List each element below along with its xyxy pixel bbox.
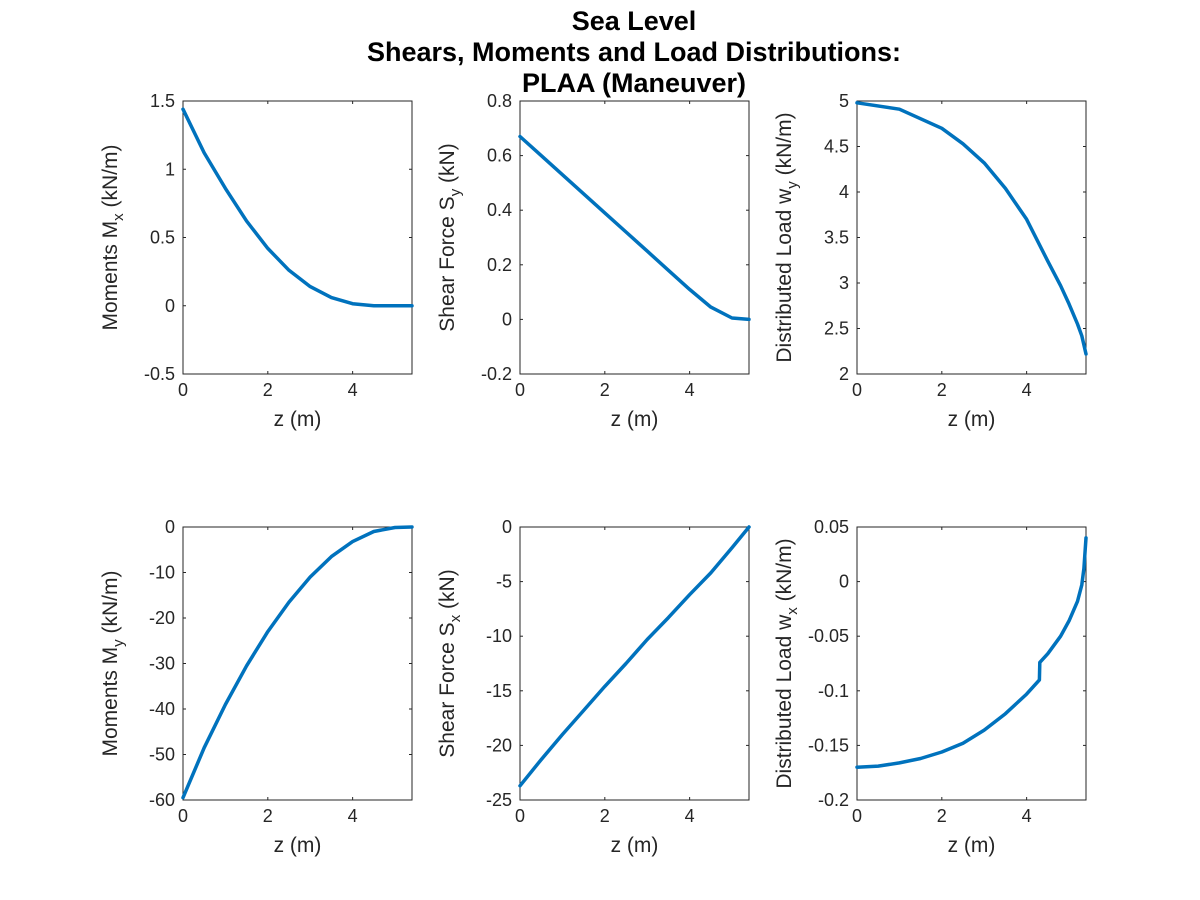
x-tick-label: 4 [348, 806, 358, 826]
y-tick-label: 0 [839, 572, 849, 592]
y-tick-label: -60 [149, 790, 175, 810]
subplot-4: 0 2 4 -60 -50 -40 -30 -20 -10 0 z (m) Moments My (k… [99, 517, 414, 857]
x-tick-label: 2 [937, 806, 947, 826]
y-tick-label: -25 [486, 790, 512, 810]
series-line [518, 525, 751, 788]
y-axis-label: Moments My (kN/m) [99, 570, 127, 756]
y-tick-label: -20 [486, 735, 512, 755]
y-tick-label: -0.05 [808, 626, 849, 646]
x-tick-label: 0 [515, 806, 525, 826]
y-tick-label: -15 [486, 681, 512, 701]
y-tick-label: 3.5 [824, 228, 849, 248]
y-axis-label: Distributed Load wx (kN/m) [773, 538, 801, 788]
y-tick-label: 0.05 [814, 517, 849, 537]
series-line [181, 107, 414, 308]
series-line [518, 134, 751, 322]
y-tick-label: 0 [502, 517, 512, 537]
y-tick-label: 0.5 [150, 228, 175, 248]
y-axis-label: Distributed Load wy (kN/m) [773, 112, 801, 362]
axes-box [519, 526, 750, 801]
y-tick-label: 1.5 [150, 91, 175, 111]
y-tick-label: 3 [839, 273, 849, 293]
x-axis-label: z (m) [948, 834, 996, 857]
x-tick-label: 4 [685, 380, 695, 400]
y-tick-label: -0.5 [144, 364, 175, 384]
y-tick-label: -10 [486, 626, 512, 646]
y-tick-label: -0.2 [481, 364, 512, 384]
y-tick-label: -20 [149, 608, 175, 628]
x-tick-label: 2 [600, 380, 610, 400]
y-tick-label: -40 [149, 699, 175, 719]
y-tick-label: -5 [496, 572, 512, 592]
x-tick-label: 4 [685, 806, 695, 826]
series-line [855, 536, 1088, 769]
y-tick-label: -0.2 [818, 790, 849, 810]
y-tick-label: -50 [149, 745, 175, 765]
x-tick-label: 0 [178, 806, 188, 826]
y-tick-label: -0.1 [818, 681, 849, 701]
y-axis-label: Shear Force Sx (kN) [436, 569, 464, 757]
y-axis-label: Moments Mx (kN/m) [99, 144, 127, 330]
y-tick-label: 0.6 [487, 146, 512, 166]
x-axis-label: z (m) [274, 834, 322, 857]
x-tick-label: 2 [600, 806, 610, 826]
y-tick-label: 0 [165, 296, 175, 316]
x-tick-label: 2 [263, 380, 273, 400]
y-tick-label: 2 [839, 364, 849, 384]
axes-box [856, 526, 1087, 801]
y-tick-label: -30 [149, 654, 175, 674]
x-tick-label: 2 [263, 806, 273, 826]
y-tick-label: 2.5 [824, 319, 849, 339]
y-axis-label: Shear Force Sy (kN) [436, 143, 464, 331]
y-tick-label: 4.5 [824, 137, 849, 157]
x-tick-label: 0 [515, 380, 525, 400]
x-tick-label: 4 [348, 380, 358, 400]
x-axis-label: z (m) [611, 834, 659, 857]
axes-box [519, 100, 750, 375]
y-tick-label: 1 [165, 159, 175, 179]
series-line [855, 101, 1088, 356]
subplot-3: 0 2 422.533.544.55z (m)Distributed Load wy… [773, 91, 1088, 431]
y-tick-label: -0.15 [808, 735, 849, 755]
y-tick-label: 0.4 [487, 200, 512, 220]
subplot-2: 0 2 4-0.200.20.40.60.8z (m)Shear Force Sy … [436, 91, 751, 431]
y-tick-label: 0 [165, 517, 175, 537]
x-tick-label: 0 [178, 380, 188, 400]
subplot-6: 0 2 4 -0.2 -0.15 -0.1 -0.05 0 0.05 z (m) Distribut… [773, 517, 1088, 857]
subplot-5: 0 2 4 -25 -20 -15 -10 -5 0 z (m) Shear Force Sx (k… [436, 517, 751, 857]
subplot-grid: 0 2 4-0.500.511.5z (m)Moments Mx (kN/m)0 2 4… [99, 91, 1088, 857]
x-tick-label: 4 [1022, 806, 1032, 826]
x-tick-label: 0 [852, 806, 862, 826]
x-axis-label: z (m) [948, 408, 996, 431]
y-tick-label: 4 [839, 182, 849, 202]
figure-title-line-1: Sea Level [572, 6, 697, 36]
series-line [181, 525, 414, 800]
x-tick-label: 0 [852, 380, 862, 400]
x-axis-label: z (m) [611, 408, 659, 431]
figure-title-line-3: PLAA (Maneuver) [522, 68, 746, 98]
y-tick-label: -10 [149, 563, 175, 583]
subplot-1: 0 2 4-0.500.511.5z (m)Moments Mx (kN/m) [99, 91, 414, 431]
y-tick-label: 0 [502, 309, 512, 329]
y-tick-label: 5 [839, 91, 849, 111]
y-tick-label: 0.8 [487, 91, 512, 111]
y-tick-label: 0.2 [487, 255, 512, 275]
x-tick-label: 2 [937, 380, 947, 400]
x-tick-label: 4 [1022, 380, 1032, 400]
figure-title-line-2: Shears, Moments and Load Distributions: [367, 37, 901, 67]
x-axis-label: z (m) [274, 408, 322, 431]
